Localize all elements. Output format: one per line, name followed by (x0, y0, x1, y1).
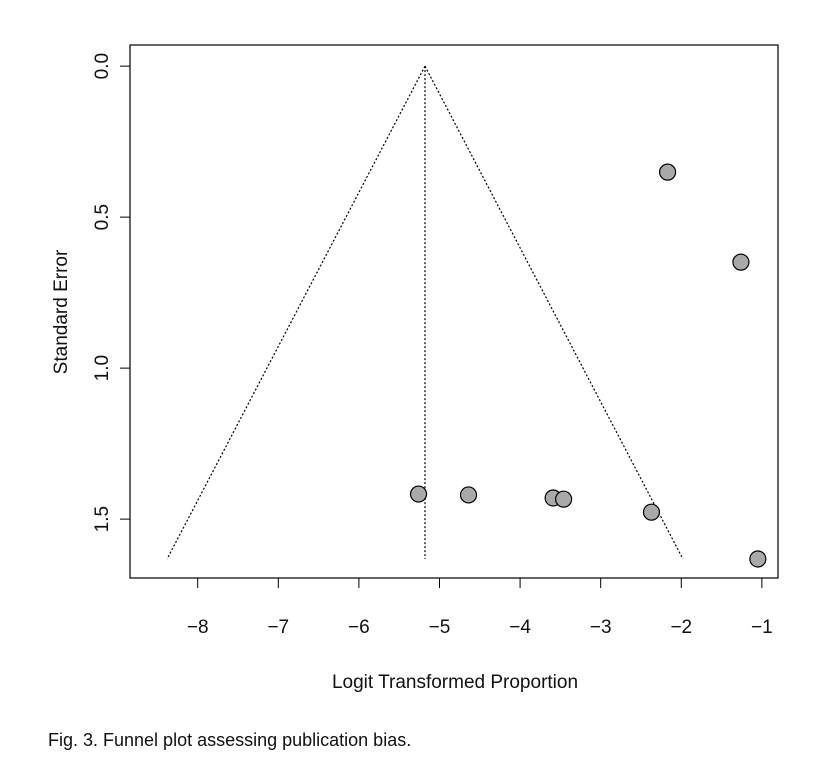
study-point (459, 486, 478, 504)
funnel-right (424, 65, 684, 560)
x-tick-label: −7 (267, 617, 289, 638)
study-point (409, 485, 428, 503)
funnel-left (166, 65, 426, 560)
y-tick-label: 1.5 (92, 506, 113, 532)
x-tick-label: −3 (590, 617, 612, 638)
plot-frame (129, 44, 779, 579)
study-point (658, 163, 677, 181)
study-point (555, 490, 573, 508)
study-point (732, 253, 750, 271)
study-point (642, 503, 661, 521)
y-tick-label: 0.0 (92, 53, 113, 79)
y-tick-label: 1.0 (92, 355, 113, 381)
caption: Fig. 3. Funnel plot assessing publicatio… (48, 730, 411, 750)
x-tick-label: −8 (187, 617, 209, 638)
y-axis-label: Standard Error (51, 249, 72, 374)
x-tick-label: −4 (509, 617, 531, 638)
x-tick-label: −2 (670, 617, 692, 638)
study-point (749, 550, 767, 568)
x-axis-label: Logit Transformed Proportion (332, 672, 578, 693)
y-tick-label: 0.5 (92, 204, 113, 230)
x-tick-label: −1 (751, 617, 773, 638)
x-tick-label: −6 (348, 617, 370, 638)
x-tick-label: −5 (429, 617, 451, 638)
